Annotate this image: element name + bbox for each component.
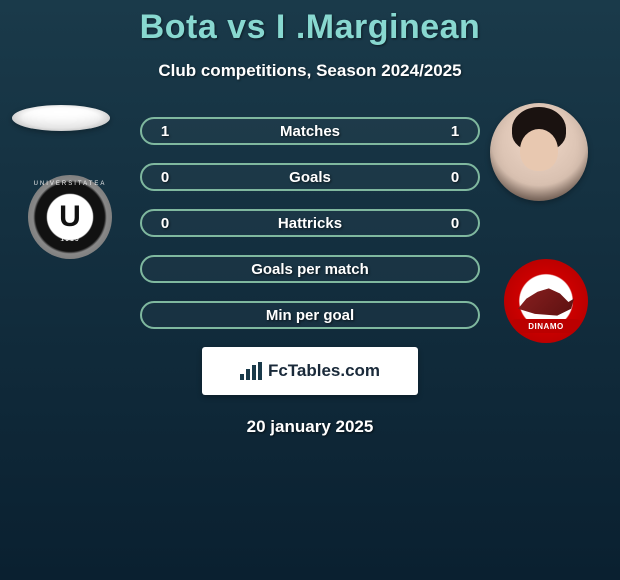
club-left-crest: UNIVERSITATEA U 1919	[28, 175, 112, 259]
stat-row: Min per goal	[140, 301, 480, 329]
stat-label: Hattricks	[174, 215, 446, 232]
subtitle: Club competitions, Season 2024/2025	[0, 61, 620, 81]
stat-right-value: 1	[446, 123, 464, 140]
stat-label: Goals per match	[174, 261, 446, 278]
crest-left-year: 1919	[60, 236, 80, 243]
chart-icon	[240, 362, 262, 380]
stat-right-value: 0	[446, 215, 464, 232]
stat-row: 0Goals0	[140, 163, 480, 191]
stat-left-value: 1	[156, 123, 174, 140]
player-right-avatar	[490, 103, 588, 201]
player-left-avatar	[12, 105, 110, 131]
crest-left-ring: UNIVERSITATEA	[34, 181, 107, 187]
brand-text: FcTables.com	[268, 361, 380, 381]
stat-label: Goals	[174, 169, 446, 186]
stat-label: Min per goal	[174, 307, 446, 324]
brand-box: FcTables.com	[202, 347, 418, 395]
crest-right-mascot	[518, 285, 574, 319]
club-right-crest: DINAMO	[504, 259, 588, 343]
stat-left-value: 0	[156, 215, 174, 232]
comparison-area: UNIVERSITATEA U 1919 DINAMO 1Matches10Go…	[0, 117, 620, 329]
crest-left-letter: U	[59, 200, 81, 234]
stat-row: 0Hattricks0	[140, 209, 480, 237]
stat-right-value: 0	[446, 169, 464, 186]
stat-row: Goals per match	[140, 255, 480, 283]
stat-left-value: 0	[156, 169, 174, 186]
page-title: Bota vs I .Marginean	[0, 0, 620, 47]
stat-row: 1Matches1	[140, 117, 480, 145]
date-line: 20 january 2025	[0, 417, 620, 437]
crest-right-banner: DINAMO	[512, 319, 580, 333]
stat-label: Matches	[174, 123, 446, 140]
